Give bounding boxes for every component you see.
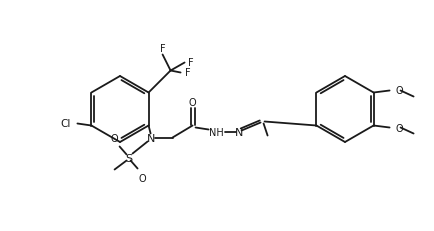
Text: O: O: [395, 86, 403, 96]
Text: O: O: [139, 173, 146, 183]
Text: O: O: [395, 123, 403, 133]
Text: F: F: [160, 43, 165, 53]
Text: F: F: [188, 57, 194, 67]
Text: N: N: [234, 127, 243, 137]
Text: F: F: [185, 68, 191, 78]
Text: N: N: [146, 133, 155, 143]
Text: O: O: [111, 133, 118, 143]
Text: Cl: Cl: [60, 119, 71, 129]
Text: S: S: [125, 153, 132, 163]
Text: O: O: [189, 97, 197, 107]
Text: NH: NH: [209, 127, 224, 137]
